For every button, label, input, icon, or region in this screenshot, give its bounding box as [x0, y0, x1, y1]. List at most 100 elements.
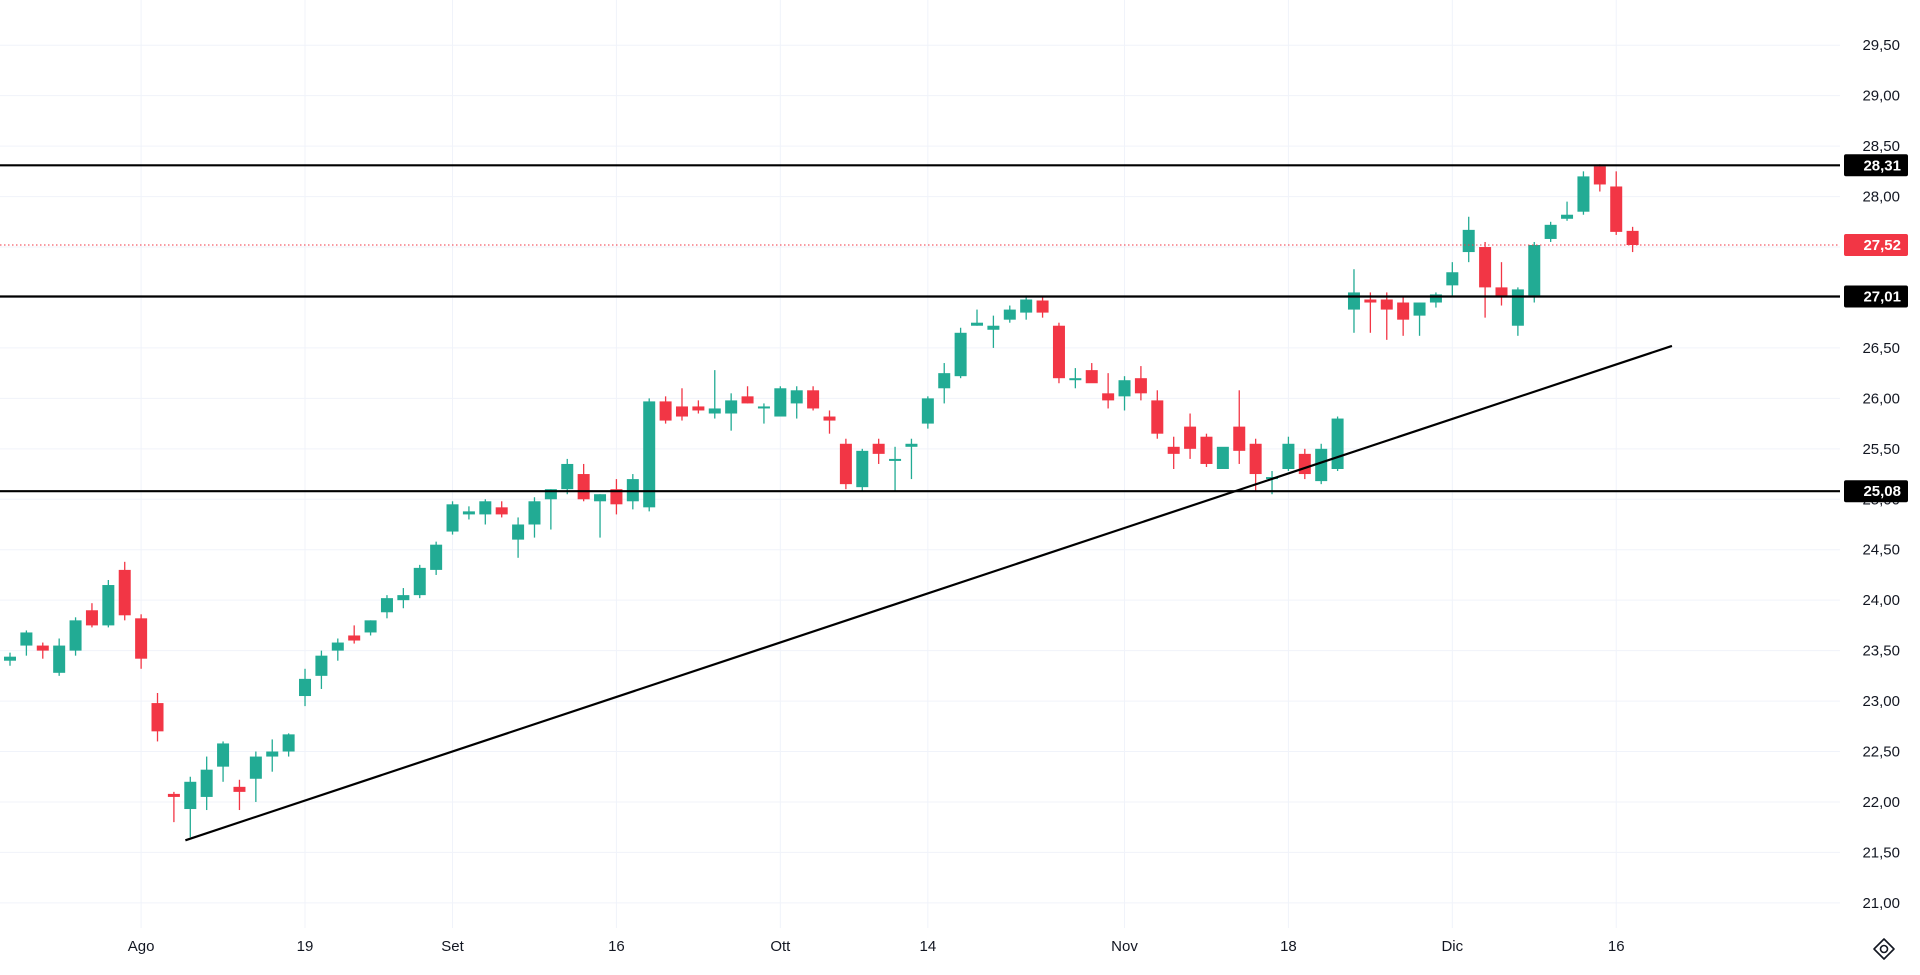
candle-body	[1167, 446, 1180, 454]
candle-down	[610, 479, 623, 515]
candle-down	[167, 791, 180, 823]
candle-up	[1511, 287, 1524, 336]
candle-up	[774, 386, 787, 417]
candle-up	[413, 564, 426, 599]
candle-body	[1233, 426, 1246, 451]
candle-body	[1610, 186, 1623, 232]
candle-body	[479, 501, 492, 515]
trend-line[interactable]	[185, 344, 1673, 842]
candle-body	[757, 406, 770, 409]
candle-body	[462, 511, 475, 515]
candle-body	[69, 620, 82, 651]
candle-body	[1020, 299, 1033, 313]
candle-body	[1085, 370, 1098, 384]
x-tick-label: Set	[441, 938, 464, 955]
candle-body	[1102, 393, 1115, 401]
candle-body	[20, 632, 33, 646]
candle-down	[1085, 363, 1098, 384]
candle-down	[1610, 171, 1623, 235]
candle-up	[643, 398, 656, 512]
candle-up	[184, 776, 197, 838]
candle-body	[1446, 272, 1459, 286]
candle-body	[1577, 176, 1590, 212]
chart-settings-button[interactable]	[1870, 935, 1898, 963]
candle-up	[1462, 216, 1475, 263]
candle-down	[1298, 448, 1311, 480]
x-tick-label: 16	[608, 938, 625, 955]
candle-up	[1429, 292, 1442, 308]
price-badge: 27,01	[1844, 285, 1908, 308]
candle-up	[1331, 416, 1344, 472]
candle-body	[1479, 247, 1492, 288]
candle-down	[807, 386, 820, 411]
candle-up	[544, 489, 557, 530]
candle-body	[315, 655, 328, 676]
candle-up	[299, 668, 312, 707]
candle-down	[839, 438, 852, 490]
candle-body	[544, 489, 557, 500]
candle-up	[987, 315, 1000, 348]
candle-body	[1331, 418, 1344, 469]
price-badge-bg	[1844, 234, 1908, 257]
candle-up	[971, 309, 984, 326]
y-tick-label: 21,50	[1862, 844, 1900, 861]
candle-body	[102, 585, 115, 626]
candle-down	[36, 642, 49, 659]
y-tick-label: 23,50	[1862, 643, 1900, 660]
candle-body	[610, 489, 623, 505]
price-badge: 28,31	[1844, 154, 1908, 177]
y-tick-label: 24,00	[1862, 592, 1900, 609]
candle-body	[577, 474, 590, 500]
candle-up	[512, 517, 525, 558]
candle-body	[1561, 214, 1574, 219]
candle-up	[856, 448, 869, 492]
candle-up	[1020, 295, 1033, 320]
candle-up	[1544, 221, 1557, 242]
gear-icon	[1873, 938, 1895, 960]
y-tick-label: 22,00	[1862, 794, 1900, 811]
candle-up	[20, 630, 33, 656]
candle-up	[446, 501, 459, 535]
candle-body	[1495, 287, 1508, 298]
candle-body	[889, 458, 902, 461]
candle-down	[495, 501, 508, 518]
candle-up	[1315, 443, 1328, 485]
candle-body	[1282, 443, 1295, 469]
candle-down	[118, 561, 131, 621]
candle-body	[692, 406, 705, 411]
candle-body	[430, 544, 443, 570]
candle-up	[462, 506, 475, 520]
candle-body	[233, 786, 246, 792]
candle-down	[659, 396, 672, 424]
candle-body	[4, 656, 16, 661]
x-tick-label: Nov	[1111, 938, 1138, 955]
candle-up	[938, 363, 951, 404]
candle-up	[594, 494, 607, 538]
candle-body	[1347, 292, 1360, 310]
time-axis[interactable]: Ago 19 Set 16 Ott 14 Nov 18 Dic 16	[128, 938, 1625, 955]
candle-up	[889, 446, 902, 492]
candle-down	[1233, 390, 1246, 464]
candle-body	[512, 524, 525, 540]
y-tick-label: 28,50	[1862, 138, 1900, 155]
candle-body	[1151, 400, 1164, 434]
candle-body	[1544, 224, 1557, 239]
candle-body	[741, 396, 754, 404]
candle-body	[954, 332, 967, 377]
candle-down	[1134, 366, 1147, 401]
candle-body	[184, 781, 197, 810]
candle-down	[1151, 390, 1164, 439]
candle-down	[1593, 164, 1606, 192]
candle-down	[1397, 297, 1410, 336]
price-badge: 25,08	[1844, 480, 1908, 503]
candle-down	[1249, 438, 1262, 492]
candle-up	[315, 650, 328, 689]
candle-body	[725, 400, 738, 414]
candle-up	[1446, 262, 1459, 296]
candle-up	[790, 386, 803, 419]
candle-body	[331, 642, 344, 651]
candle-up	[1282, 436, 1295, 472]
candle-body	[1315, 448, 1328, 482]
candle-body	[200, 769, 213, 797]
